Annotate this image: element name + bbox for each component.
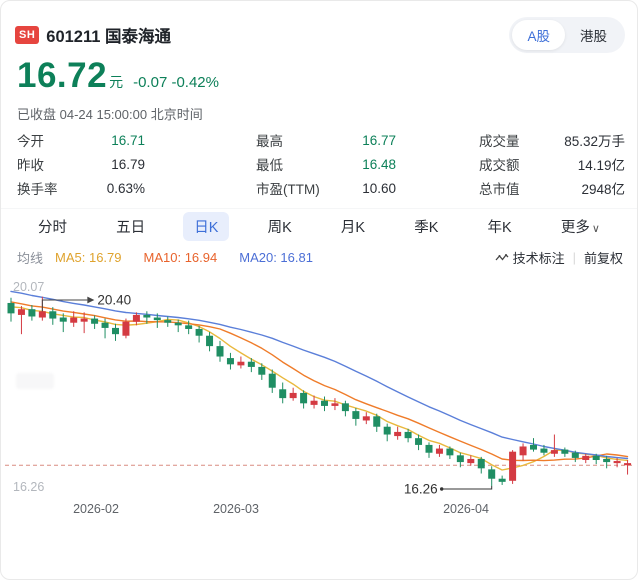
stat-amount: 成交额 14.19亿	[479, 158, 625, 173]
tab-a-share[interactable]: A股	[512, 20, 565, 50]
technical-annotation-button[interactable]: 技术标注	[495, 248, 565, 267]
ma20-legend: MA20: 16.81	[239, 250, 313, 265]
exchange-badge: SH	[15, 26, 40, 44]
stock-title: 601211 国泰海通	[46, 28, 172, 46]
tab-yearly-k[interactable]: 年K	[487, 220, 512, 236]
svg-text:20.07: 20.07	[13, 280, 44, 294]
watermark	[16, 373, 54, 389]
svg-text:2026-04: 2026-04	[443, 502, 489, 516]
stat-high: 最高 16.77	[256, 132, 396, 150]
stat-turnover-rate: 换手率 0.63%	[17, 180, 145, 198]
ma5-legend: MA5: 16.79	[55, 250, 122, 265]
tab-more[interactable]: 更多 ∨	[560, 220, 600, 236]
tab-quarterly-k[interactable]: 季K	[414, 220, 439, 236]
candlestick-chart[interactable]: 20.07 16.26 2026-02 2026-03 2026-04 20.40 16.2…	[1, 269, 638, 521]
period-tab-bar: 分时 五日 日K 周K 月K 季K 年K 更多 ∨	[1, 208, 637, 244]
stats-col-2: 最高 16.77 最低 16.48 市盈(TTM) 10.60	[256, 128, 396, 200]
tab-daily-k[interactable]: 日K	[183, 212, 230, 241]
tab-minute[interactable]: 分时	[38, 220, 67, 236]
svg-text:2026-03: 2026-03	[213, 502, 259, 516]
tab-5day[interactable]: 五日	[116, 220, 146, 236]
chevron-down-icon: ∨	[591, 223, 600, 235]
stat-volume: 成交量 85.32万手	[479, 134, 625, 149]
svg-text:2026-02: 2026-02	[73, 502, 119, 516]
tab-monthly-k[interactable]: 月K	[340, 220, 366, 236]
stat-market-cap: 总市值 2948亿	[479, 182, 625, 197]
svg-text:16.26: 16.26	[13, 480, 44, 494]
stat-pe-ttm: 市盈(TTM) 10.60	[256, 180, 396, 198]
stat-prev-close: 昨收 16.79	[17, 156, 145, 174]
zigzag-line-icon	[495, 253, 509, 261]
stat-open: 今开 16.71	[17, 132, 145, 150]
chart-tools: 技术标注 | 前复权	[495, 248, 623, 267]
ma-title: 均线	[17, 251, 44, 266]
svg-text:16.26: 16.26	[404, 482, 438, 497]
tab-weekly-k[interactable]: 周K	[267, 220, 292, 236]
price-change: -0.07 -0.42%	[133, 74, 219, 91]
forward-adjusted-button[interactable]: 前复权	[583, 251, 623, 266]
ma10-legend: MA10: 16.94	[143, 250, 218, 265]
last-price: 16.72	[17, 56, 108, 95]
svg-text:20.40: 20.40	[97, 293, 131, 308]
stats-col-1: 今开 16.71 昨收 16.79 换手率 0.63%	[17, 128, 145, 200]
stats-col-3: 成交量 85.32万手 成交额 14.19亿 总市值 2948亿	[479, 128, 625, 200]
quote-row: 16.72 元 -0.07 -0.42%	[17, 56, 219, 96]
price-unit: 元	[109, 74, 124, 90]
tools-divider: |	[572, 250, 576, 265]
ma-legend-bar: 均线 MA5: 16.79 MA10: 16.94 MA20: 16.81 技术…	[17, 248, 623, 267]
stat-low: 最低 16.48	[256, 156, 396, 174]
tab-hk-share[interactable]: 港股	[580, 29, 607, 44]
market-status: 已收盘 04-24 15:00:00 北京时间	[17, 107, 203, 122]
header: SH 601211 国泰海通	[15, 23, 171, 47]
market-toggle: A股 港股	[509, 17, 625, 53]
